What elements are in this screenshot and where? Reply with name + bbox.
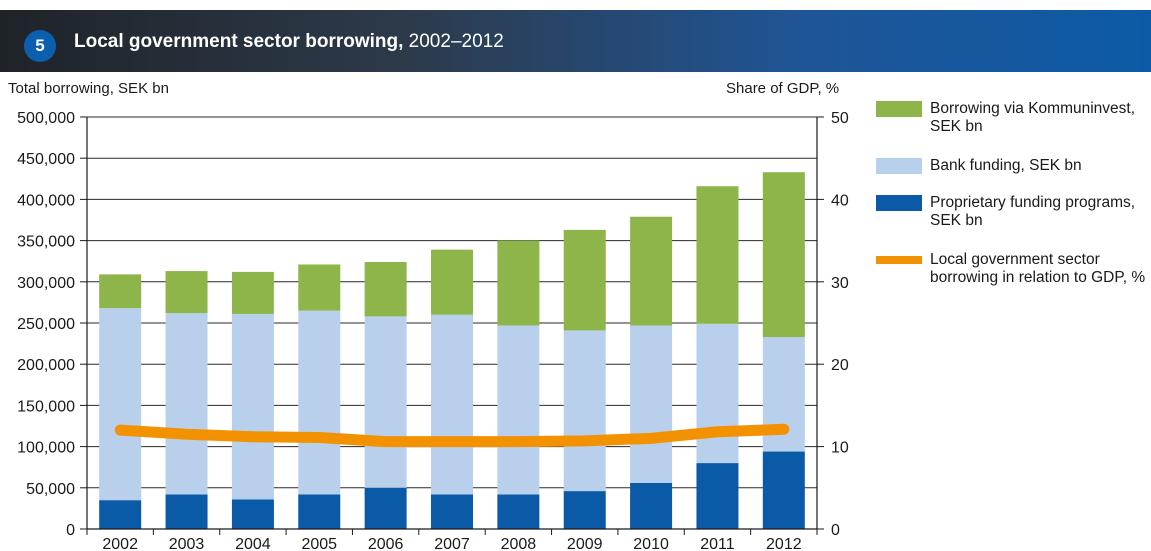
header-banner: 5 Local government sector borrowing, 200… — [0, 10, 1151, 72]
left-axis-title: Total borrowing, SEK bn — [8, 80, 169, 97]
left-tick-label: 400,000 — [17, 192, 75, 209]
bar-bank-funding-2006 — [364, 316, 407, 488]
right-tick-label: 10 — [831, 440, 849, 457]
bar-proprietary-2006 — [364, 487, 407, 529]
legend-label-gdp-share: Local government sector borrowing in rel… — [930, 251, 1146, 286]
chart-title-bold: Local government sector borrowing, — [74, 31, 404, 52]
left-tick-label: 300,000 — [17, 275, 75, 292]
bar-proprietary-2009 — [563, 491, 606, 529]
left-tick-label: 50,000 — [26, 481, 75, 498]
x-tick-label-2008: 2008 — [501, 536, 537, 551]
bar-kommuninvest-2003 — [165, 271, 208, 314]
bar-proprietary-2005 — [298, 494, 341, 529]
legend-label-bank-funding: Bank funding, SEK bn — [930, 157, 1082, 174]
left-tick-label: 100,000 — [17, 440, 75, 457]
x-tick-label-2004: 2004 — [235, 536, 271, 551]
bar-proprietary-2004 — [231, 499, 274, 529]
chart-title: Local government sector borrowing, 2002–… — [74, 31, 504, 53]
legend-label-proprietary: Proprietary funding programs, SEK bn — [930, 194, 1136, 229]
bar-kommuninvest-2004 — [231, 271, 274, 314]
bar-proprietary-2011 — [696, 463, 739, 529]
x-tick-label-2003: 2003 — [169, 536, 205, 551]
bar-bank-funding-2011 — [696, 323, 739, 464]
legend-item-proprietary: Proprietary funding programs, SEK bn — [876, 194, 1148, 230]
bar-proprietary-2008 — [497, 494, 540, 529]
bar-bank-funding-2009 — [563, 330, 606, 492]
right-tick-label: 20 — [831, 357, 849, 374]
bar-bank-funding-2002 — [99, 308, 142, 501]
right-tick-label: 50 — [831, 110, 849, 127]
bar-stacks — [99, 172, 805, 529]
bar-kommuninvest-2008 — [497, 240, 540, 326]
legend-swatch-bank-funding — [876, 158, 922, 174]
bar-kommuninvest-2006 — [364, 262, 407, 317]
bar-proprietary-2007 — [431, 494, 473, 529]
gdp-share-line — [114, 423, 790, 448]
bar-kommuninvest-2007 — [431, 249, 473, 315]
legend-swatch-gdp-share — [876, 256, 922, 264]
gdp-share-line-path — [114, 423, 790, 448]
right-tick-label: 30 — [831, 275, 849, 292]
figure-number-badge: 5 — [24, 30, 56, 62]
legend-swatch-kommuninvest — [876, 101, 922, 117]
left-tick-label: 150,000 — [17, 398, 75, 415]
x-tick-label-2011: 2011 — [700, 536, 735, 551]
bar-kommuninvest-2012 — [762, 172, 805, 338]
left-tick-label: 450,000 — [17, 151, 75, 168]
x-tick-label-2007: 2007 — [434, 536, 470, 551]
legend-item-gdp-share: Local government sector borrowing in rel… — [876, 251, 1148, 287]
bar-bank-funding-2003 — [165, 313, 208, 495]
bar-bank-funding-2008 — [497, 325, 540, 495]
left-tick-label: 0 — [66, 522, 75, 539]
bar-kommuninvest-2011 — [696, 186, 739, 324]
bar-bank-funding-2005 — [298, 310, 341, 495]
bar-proprietary-2002 — [99, 500, 142, 529]
bar-bank-funding-2010 — [630, 325, 673, 483]
left-tick-label: 500,000 — [17, 110, 75, 127]
x-tick-label-2009: 2009 — [567, 536, 603, 551]
chart-title-years: 2002–2012 — [408, 31, 504, 52]
bar-bank-funding-2007 — [431, 314, 473, 495]
x-tick-label-2012: 2012 — [766, 536, 802, 551]
x-tick-label-2002: 2002 — [102, 536, 138, 551]
bar-proprietary-2010 — [630, 482, 673, 529]
x-tick-label-2010: 2010 — [633, 536, 669, 551]
legend-swatch-proprietary — [876, 195, 922, 211]
legend-item-bank-funding: Bank funding, SEK bn — [876, 157, 1082, 175]
legend-item-kommuninvest: Borrowing via Kommuninvest, SEK bn — [876, 100, 1148, 136]
legend-label-kommuninvest: Borrowing via Kommuninvest, SEK bn — [930, 100, 1136, 135]
bar-kommuninvest-2005 — [298, 264, 341, 311]
left-tick-label: 200,000 — [17, 357, 75, 374]
x-tick-label-2005: 2005 — [301, 536, 337, 551]
bar-kommuninvest-2010 — [630, 216, 673, 326]
bar-kommuninvest-2002 — [99, 274, 142, 309]
left-tick-label: 350,000 — [17, 234, 75, 251]
right-axis-title: Share of GDP, % — [726, 80, 840, 97]
bar-bank-funding-2004 — [231, 313, 274, 500]
x-tick-label-2006: 2006 — [368, 536, 404, 551]
tick-labels: 0 50,000 100,000 150,000 200,000 250,000 300,0… — [17, 110, 849, 551]
right-tick-label: 40 — [831, 192, 849, 209]
axes — [80, 116, 824, 535]
left-tick-label: 250,000 — [17, 316, 75, 333]
bar-proprietary-2003 — [165, 494, 208, 529]
bar-proprietary-2012 — [762, 451, 805, 529]
right-tick-label: 0 — [831, 522, 840, 539]
bar-kommuninvest-2009 — [563, 229, 606, 331]
